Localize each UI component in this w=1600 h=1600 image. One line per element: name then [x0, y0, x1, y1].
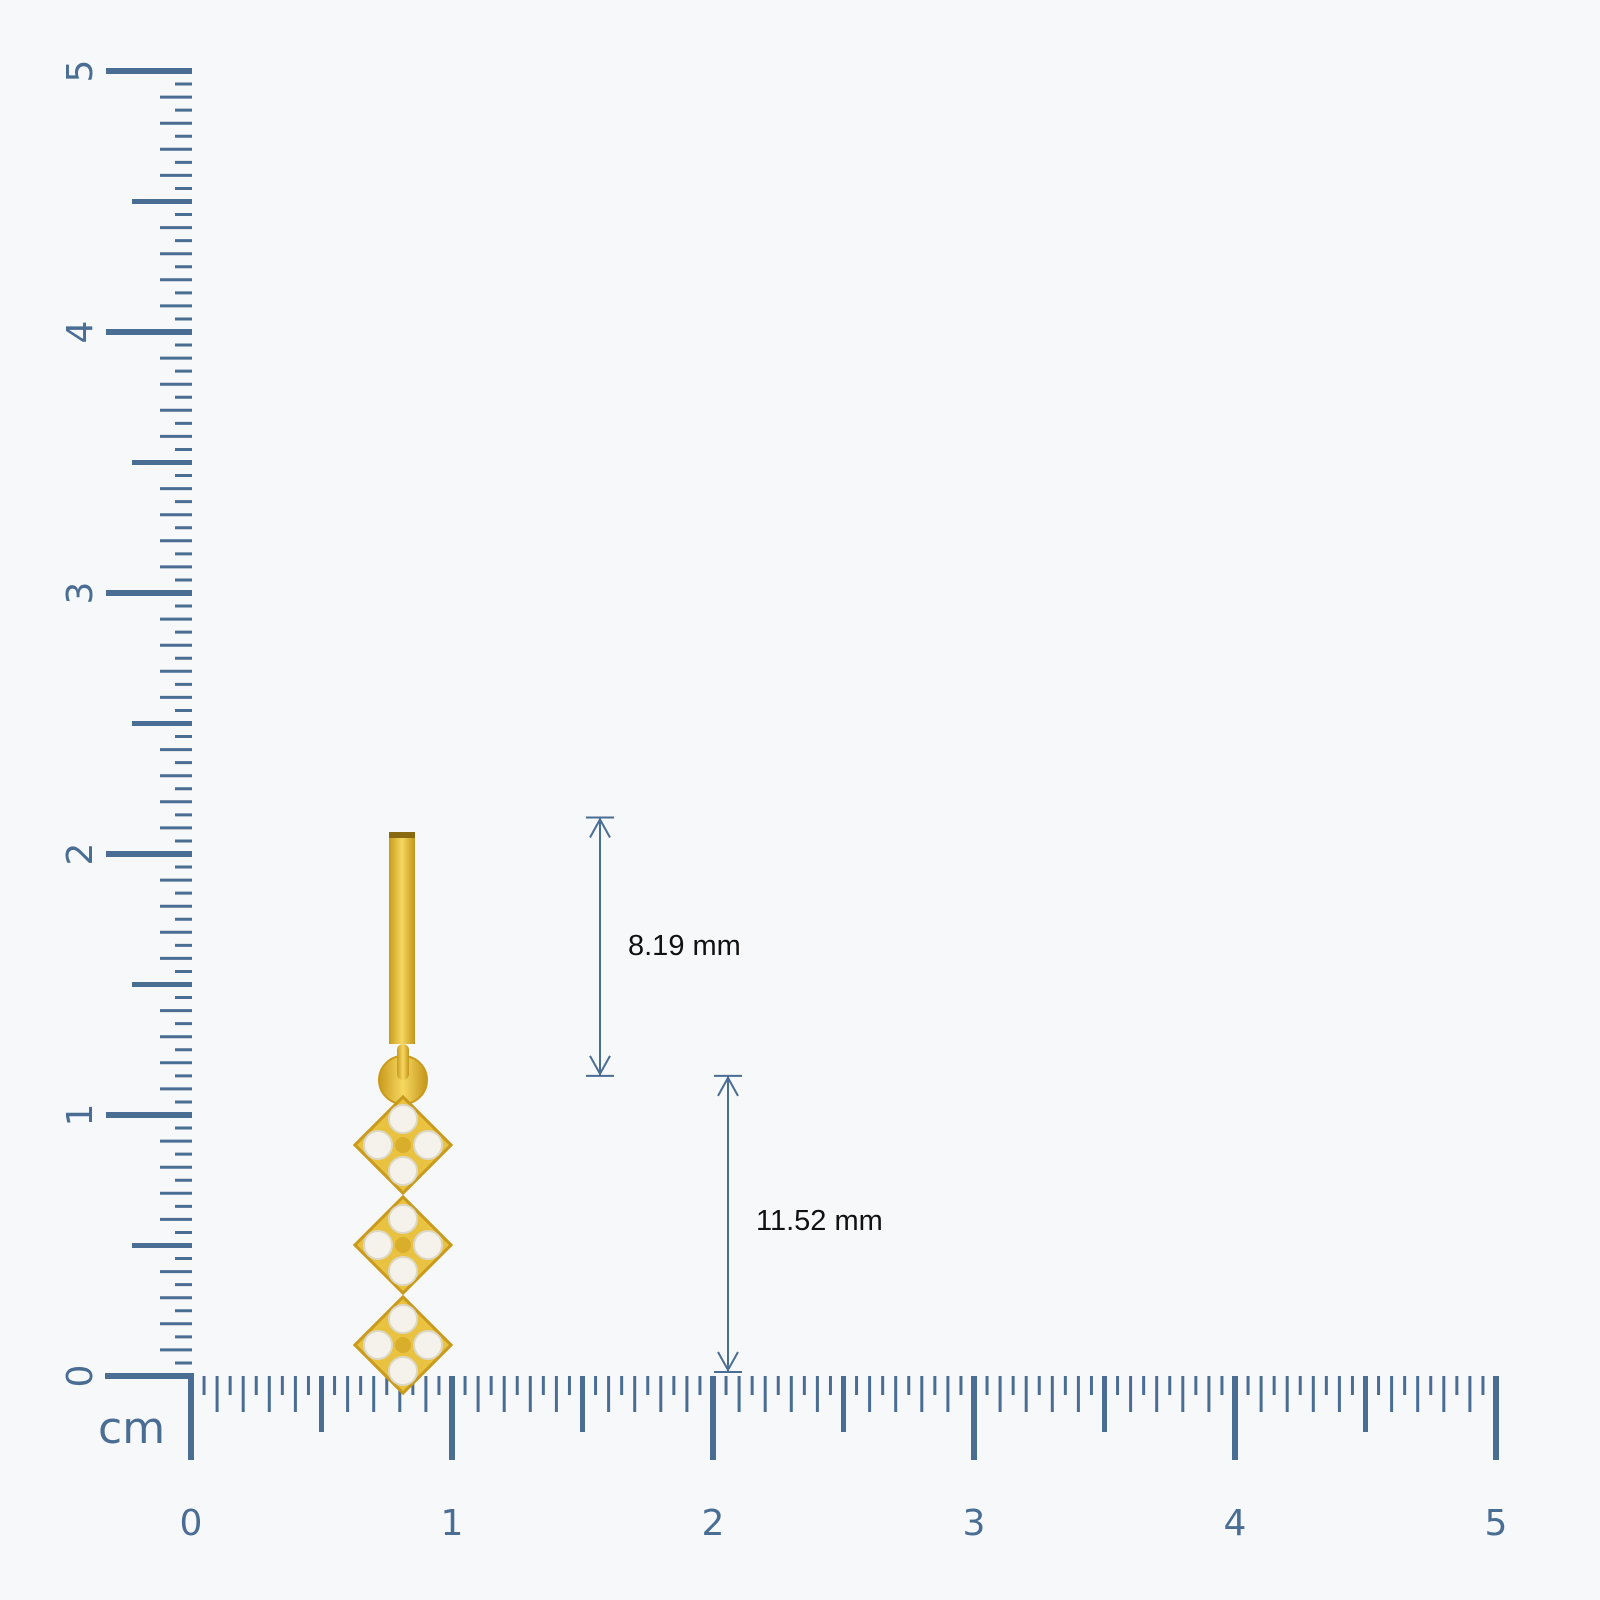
- earring-stone: [388, 1356, 418, 1386]
- x-tick-label: 2: [702, 1503, 725, 1544]
- earring-stone: [363, 1330, 393, 1360]
- earring-stone: [388, 1304, 418, 1334]
- y-tick-label: 2: [60, 843, 101, 866]
- earring-stone: [363, 1230, 393, 1260]
- earring-stone: [363, 1130, 393, 1160]
- unit-label: cm: [98, 1403, 166, 1454]
- y-tick-label: 0: [60, 1365, 101, 1388]
- y-tick-label: 4: [60, 321, 101, 344]
- dimension-label-top: 8.19 mm: [628, 930, 741, 962]
- earring-stone: [388, 1104, 418, 1134]
- earring-stone: [413, 1130, 443, 1160]
- dimension-bottom-arrow-up-icon: [717, 1075, 739, 1097]
- ruler-corner: [105, 1373, 194, 1460]
- earring-link: [397, 1044, 409, 1080]
- x-tick-label: 1: [441, 1503, 464, 1544]
- x-tick-label: 4: [1224, 1503, 1247, 1544]
- dimension-label-bottom: 11.52 mm: [756, 1205, 883, 1237]
- earring-center-bead: [395, 1337, 411, 1353]
- dimension-top-arrow-up-icon: [589, 817, 611, 838]
- earring-stone: [413, 1230, 443, 1260]
- y-tick-label: 1: [60, 1104, 101, 1127]
- earring-hoop-bar: [389, 834, 415, 1044]
- dimension-top-arrow-down-icon: [589, 1055, 611, 1076]
- x-tick-label: 0: [180, 1503, 203, 1544]
- earring-stone: [413, 1330, 443, 1360]
- earring-stone: [388, 1256, 418, 1286]
- earring-hoop-top: [389, 832, 415, 838]
- x-tick-label: 5: [1485, 1503, 1508, 1544]
- x-tick-label: 3: [963, 1503, 986, 1544]
- earring-center-bead: [395, 1137, 411, 1153]
- y-tick-label: 5: [60, 60, 101, 83]
- y-tick-label: 3: [60, 582, 101, 605]
- dimension-bottom-arrow-down-icon: [717, 1351, 739, 1373]
- earring-stone: [388, 1156, 418, 1186]
- earring-stone: [388, 1204, 418, 1234]
- earring-center-bead: [395, 1237, 411, 1253]
